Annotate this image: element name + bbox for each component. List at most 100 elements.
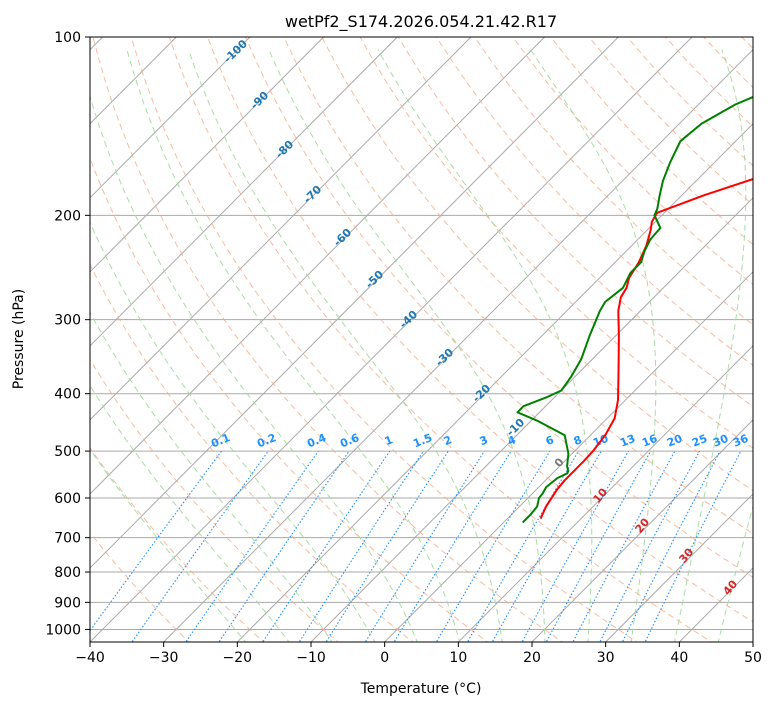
dry-adiabat: [90, 263, 414, 642]
mixing-ratio-line: [298, 450, 424, 642]
mixing-ratio-label: 13: [618, 432, 637, 450]
isotherm-line: [90, 37, 324, 273]
mixing-ratio-label: 8: [572, 433, 584, 448]
isotherm-line: [310, 197, 753, 642]
isotherm-line: [90, 37, 693, 642]
mixing-ratio-line: [131, 450, 269, 642]
isotherm-label: -20: [470, 382, 494, 405]
profile-lines: [516, 95, 753, 524]
isotherm-label: -80: [273, 138, 297, 161]
dry-adiabat: [90, 447, 265, 642]
mixing-ratio-label: 20: [665, 432, 684, 450]
isotherm-line: [90, 37, 619, 569]
moist-adiabat-label: 0: [552, 455, 567, 469]
dry-adiabat: [512, 37, 753, 286]
isotherm-label: -90: [248, 89, 272, 112]
mixing-ratio-line: [435, 450, 551, 642]
x-tick-label: 10: [449, 650, 467, 666]
axes: −40 −30 −20 −10 0 10 20 30 40 5010009008007006005…: [45, 30, 762, 666]
background-lines: [90, 37, 753, 642]
y-tick-label: 1000: [45, 622, 81, 638]
dry-adiabat: [90, 358, 339, 642]
moist-adiabat: [90, 94, 418, 642]
moist-adiabat-label: 20: [632, 515, 652, 535]
mixing-ratio-line: [599, 450, 701, 642]
y-tick-label: 900: [54, 595, 81, 611]
moist-adiabat: [377, 49, 593, 642]
moist-adiabat: [90, 384, 290, 642]
isotherm-line: [90, 37, 472, 421]
y-tick-label: 700: [54, 531, 81, 547]
mixing-ratio-line: [218, 450, 350, 642]
x-tick-label: −20: [223, 650, 253, 666]
moist-adiabat-label: 10: [590, 485, 610, 505]
dry-adiabat: [245, 37, 753, 578]
mixing-ratio-label: 16: [640, 432, 659, 450]
moist-adiabat: [90, 311, 333, 642]
isotherm-line: [457, 345, 753, 642]
dry-adiabat: [92, 37, 564, 642]
isotherm-line: [531, 419, 753, 642]
line-labels: 0.1 0.2 0.4 0.6 1 1.5 2 3 4 6 8 10 13 16 20 25 30 36-100-…: [209, 37, 750, 598]
x-tick-label: −10: [296, 650, 326, 666]
x-tick-label: −30: [149, 650, 179, 666]
mixing-ratio-line: [393, 450, 512, 642]
moist-adiabat: [187, 49, 503, 642]
mixing-ratio-line: [185, 450, 319, 642]
moist-adiabat: [530, 49, 657, 642]
dry-adiabat: [741, 37, 753, 50]
isotherm-label: -70: [301, 183, 325, 206]
mixing-ratio-label: 2: [442, 433, 454, 448]
mixing-ratio-line: [262, 450, 391, 642]
isotherm-label: -40: [397, 308, 421, 331]
dry-adiabat: [130, 37, 638, 642]
x-tick-label: −40: [75, 650, 105, 666]
mixing-ratio-label: 0.1: [209, 431, 232, 450]
mixing-ratio-label: 30: [711, 432, 730, 450]
dry-adiabat: [435, 37, 753, 367]
mixing-ratio-line: [325, 450, 449, 642]
isotherm-line: [384, 271, 753, 642]
mixing-ratio-label: 1: [383, 433, 395, 448]
dry-adiabat: [321, 37, 753, 492]
y-tick-label: 600: [54, 491, 81, 507]
mixing-ratio-line: [572, 450, 676, 642]
moist-adiabat-label: 30: [676, 545, 696, 565]
isotherm-line: [90, 37, 545, 495]
x-tick-label: 0: [380, 650, 389, 666]
mixing-ratio-line: [644, 450, 742, 642]
mixing-ratio-line: [491, 450, 602, 642]
mixing-ratio-label: 36: [731, 432, 750, 450]
dry-adiabat: [397, 37, 753, 408]
moist-adiabat: [90, 220, 376, 642]
x-tick-label: 50: [744, 650, 762, 666]
y-tick-label: 100: [54, 30, 81, 46]
isotherm-line: [90, 37, 398, 347]
moist-adiabat-label: 40: [720, 577, 740, 597]
moist-adiabat: [126, 49, 461, 642]
y-tick-label: 400: [54, 387, 81, 403]
mixing-ratio-line: [466, 450, 579, 642]
isotherm-line: [90, 37, 251, 199]
isotherm-line: [605, 493, 753, 642]
mixing-ratio-label: 25: [690, 432, 709, 450]
y-tick-label: 300: [54, 313, 81, 329]
isotherm-line: [752, 641, 753, 642]
dry-adiabat: [359, 37, 753, 449]
plot-frame: [89, 36, 754, 643]
dewpoint-line: [516, 95, 753, 524]
y-axis-label: Pressure (hPa): [11, 289, 27, 389]
y-tick-label: 800: [54, 565, 81, 581]
mixing-ratio-line: [621, 450, 721, 642]
isotherm-line: [163, 48, 753, 642]
mixing-ratio-label: 6: [544, 433, 556, 448]
mixing-ratio-label: 3: [478, 433, 490, 448]
y-tick-label: 200: [54, 208, 81, 224]
isotherm-line: [678, 567, 753, 642]
x-axis-label: Temperature (°C): [360, 681, 482, 697]
x-tick-label: 40: [670, 650, 688, 666]
isotherm-line: [236, 123, 753, 642]
dry-adiabat: [283, 37, 753, 535]
mixing-ratio-label: 0.4: [305, 431, 328, 450]
